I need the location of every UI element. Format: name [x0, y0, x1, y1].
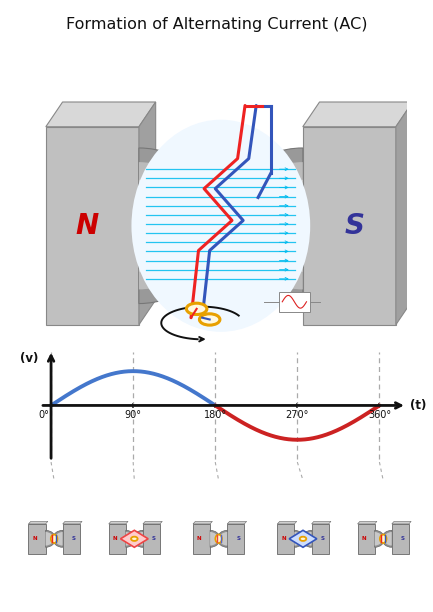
- Text: 90°: 90°: [125, 409, 142, 420]
- Wedge shape: [210, 532, 218, 545]
- Polygon shape: [303, 102, 413, 127]
- Text: N: N: [361, 536, 366, 541]
- Text: 270°: 270°: [286, 409, 309, 420]
- Wedge shape: [221, 148, 303, 304]
- Text: N: N: [112, 536, 117, 541]
- Wedge shape: [45, 532, 53, 545]
- Polygon shape: [396, 102, 413, 325]
- Wedge shape: [135, 532, 143, 545]
- Wedge shape: [384, 532, 392, 545]
- Polygon shape: [277, 521, 297, 524]
- Wedge shape: [126, 531, 136, 547]
- Polygon shape: [63, 521, 82, 524]
- Ellipse shape: [300, 537, 306, 541]
- Polygon shape: [392, 524, 409, 554]
- Wedge shape: [133, 531, 143, 547]
- Wedge shape: [304, 532, 312, 545]
- Polygon shape: [29, 524, 45, 554]
- Wedge shape: [139, 148, 221, 304]
- Polygon shape: [227, 521, 247, 524]
- Wedge shape: [302, 531, 312, 547]
- Wedge shape: [294, 531, 304, 547]
- Polygon shape: [312, 521, 331, 524]
- Wedge shape: [294, 532, 302, 545]
- Wedge shape: [139, 180, 187, 272]
- Wedge shape: [254, 180, 303, 272]
- Wedge shape: [139, 162, 206, 289]
- Text: (t): (t): [410, 399, 426, 412]
- Text: N: N: [75, 212, 98, 240]
- Ellipse shape: [215, 534, 222, 543]
- Polygon shape: [63, 524, 80, 554]
- Polygon shape: [46, 102, 156, 127]
- Text: S: S: [152, 536, 156, 541]
- Text: N: N: [197, 536, 201, 541]
- Ellipse shape: [380, 534, 387, 543]
- Text: 180°: 180°: [204, 409, 227, 420]
- Wedge shape: [126, 532, 134, 545]
- Text: S: S: [236, 536, 240, 541]
- Wedge shape: [236, 162, 303, 289]
- Polygon shape: [227, 524, 244, 554]
- Polygon shape: [289, 531, 317, 547]
- Wedge shape: [220, 532, 227, 545]
- Polygon shape: [193, 524, 210, 554]
- Text: 0°: 0°: [39, 409, 49, 420]
- Text: Formation of Alternating Current (AC): Formation of Alternating Current (AC): [66, 17, 367, 32]
- Text: N: N: [32, 536, 37, 541]
- Polygon shape: [303, 127, 396, 325]
- Wedge shape: [382, 531, 392, 547]
- Ellipse shape: [186, 303, 207, 315]
- Wedge shape: [55, 532, 63, 545]
- Polygon shape: [277, 524, 294, 554]
- Polygon shape: [143, 524, 160, 554]
- Text: S: S: [401, 536, 405, 541]
- Polygon shape: [358, 524, 375, 554]
- Ellipse shape: [51, 534, 58, 543]
- Text: (v): (v): [20, 353, 38, 365]
- Ellipse shape: [132, 120, 310, 332]
- Text: S: S: [345, 212, 365, 240]
- Polygon shape: [278, 292, 310, 312]
- Polygon shape: [312, 524, 329, 554]
- Polygon shape: [109, 524, 126, 554]
- Polygon shape: [143, 521, 162, 524]
- Text: 360°: 360°: [368, 409, 391, 420]
- Wedge shape: [217, 531, 227, 547]
- Wedge shape: [375, 532, 382, 545]
- Ellipse shape: [200, 314, 220, 325]
- Wedge shape: [53, 531, 63, 547]
- Polygon shape: [29, 521, 48, 524]
- Wedge shape: [45, 531, 55, 547]
- Text: S: S: [72, 536, 76, 541]
- Wedge shape: [210, 531, 220, 547]
- Polygon shape: [109, 521, 128, 524]
- Polygon shape: [120, 531, 148, 547]
- Text: N: N: [281, 536, 286, 541]
- Text: S: S: [321, 536, 325, 541]
- Polygon shape: [392, 521, 411, 524]
- Polygon shape: [193, 521, 213, 524]
- Ellipse shape: [131, 537, 138, 541]
- Polygon shape: [139, 102, 156, 325]
- Wedge shape: [375, 531, 385, 547]
- Polygon shape: [46, 127, 139, 325]
- Polygon shape: [358, 521, 377, 524]
